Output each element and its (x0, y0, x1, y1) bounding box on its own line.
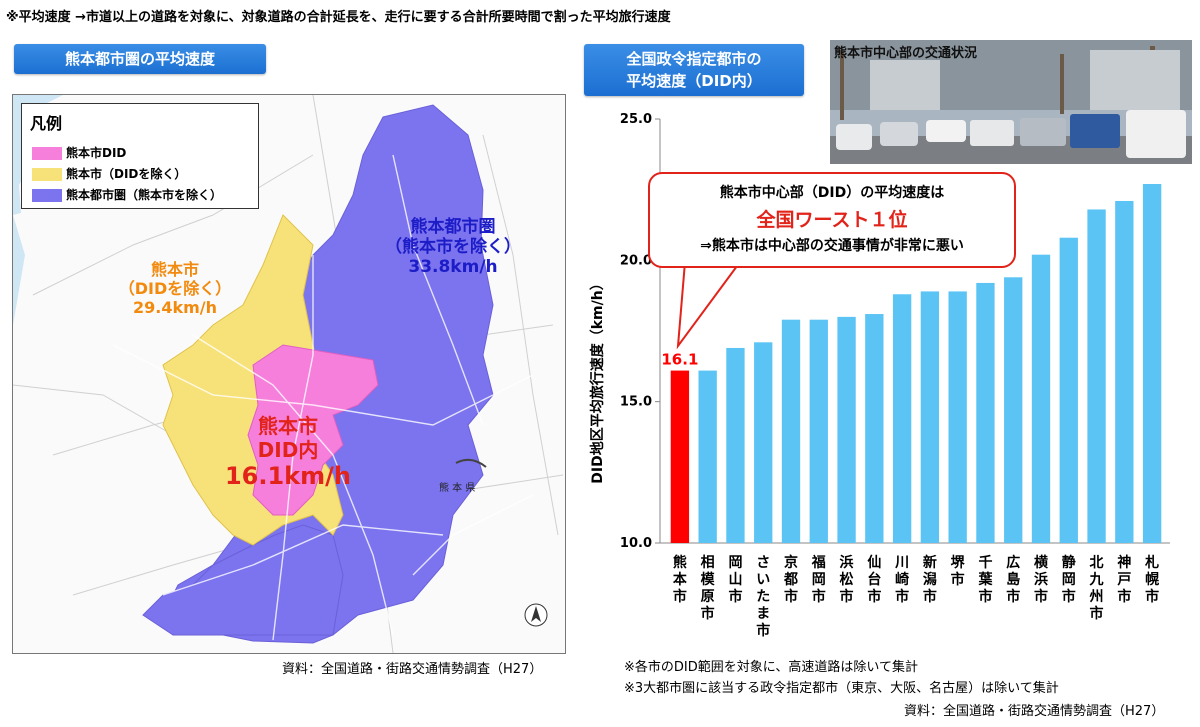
x-tick-label-11: 千葉市 (977, 554, 993, 605)
callout-line2: 全国ワースト１位 (756, 209, 908, 231)
bar-12 (1004, 277, 1023, 543)
bar-11 (976, 282, 995, 543)
x-tick-label-13: 横浜市 (1034, 554, 1049, 605)
x-tick-label-0: 熊本市 (673, 554, 688, 605)
x-tick-label-8: 川崎市 (894, 555, 909, 605)
bar-2 (726, 347, 745, 543)
did-label-line2: DID内 (257, 437, 319, 462)
bar-0 (670, 370, 690, 543)
metro-label-line1: 熊本都市圏 (410, 217, 496, 237)
x-tick-label-14: 静岡市 (1062, 554, 1076, 605)
right-source: 資料：全国道路・街路交通情勢調査（H27） (904, 704, 1165, 719)
bar-6 (837, 316, 856, 543)
chart-x-labels: 熊本市相模原市岡山市さいたま市京都市福岡市浜松市仙台市川崎市新潟市堺市千葉市広島… (673, 554, 1159, 639)
y-tick-label: 25.0 (620, 112, 652, 127)
bar-data-label: 16.1 (661, 351, 698, 369)
top-note: ※平均速度 →市道以上の道路を対象に、対象道路の合計延長を、走行に要する合計所要… (6, 10, 671, 25)
y-tick-label: 10.0 (620, 536, 652, 551)
metro-value: 33.8km/h (408, 257, 498, 278)
x-tick-label-2: 岡山市 (728, 555, 742, 605)
legend-label: 熊本市DID (66, 146, 127, 160)
photo-caption: 熊本市中心部の交通状況 (834, 46, 978, 61)
x-tick-label-3: さいたま市 (756, 555, 770, 639)
bar-16 (1115, 200, 1134, 543)
map-graphic (13, 95, 564, 653)
bar-4 (781, 319, 801, 543)
legend-title: 凡例 (30, 114, 63, 133)
city-value: 29.4km/h (132, 297, 218, 317)
chart-axes: 10.0 15.0 20.0 25.0 (620, 112, 1170, 551)
metro-label: 熊本都市圏 （熊本市を除く） 33.8km/h (368, 217, 538, 277)
chart-bars: 16.1 (661, 184, 1162, 543)
right-header-line1: 全国政令指定都市の (626, 50, 762, 68)
x-tick-label-7: 仙台市 (867, 554, 881, 605)
x-tick-label-16: 神戸市 (1117, 554, 1131, 605)
bar-9 (920, 291, 940, 543)
callout-line1: 熊本市中心部（DID）の平均速度は (719, 185, 945, 201)
x-tick-label-12: 広島市 (1006, 554, 1020, 605)
bar-7 (865, 314, 884, 543)
legend-item-metro: 熊本都市圏（熊本市を除く） (32, 186, 222, 203)
bar-13 (1031, 254, 1051, 543)
footnote-2: ※3大都市圏に該当する政令指定都市（東京、大阪、名古屋）は除いて集計 (624, 681, 1059, 696)
traffic-photo-image (830, 40, 1192, 164)
left-source: 資料：全国道路・街路交通情勢調査（H27） (282, 662, 543, 677)
callout-box: 熊本市中心部（DID）の平均速度は 全国ワースト１位 ⇒熊本市は中心部の交通事情… (648, 172, 1016, 268)
y-tick-label: 20.0 (620, 253, 652, 268)
bar-5 (809, 319, 828, 543)
bar-14 (1059, 237, 1078, 543)
y-tick-label: 15.0 (620, 395, 652, 410)
kumamoto-map: 凡例 熊本市DID 熊本市（DIDを除く） 熊本都市圏（熊本市を除く） 熊本都市… (12, 94, 566, 654)
legend-item-city: 熊本市（DIDを除く） (32, 165, 186, 182)
left-header: 熊本都市圏の平均速度 (14, 44, 266, 74)
bar-10 (948, 291, 967, 543)
bar-8 (892, 294, 912, 543)
prefecture-label: 熊 本 県 (439, 483, 476, 494)
city-label-line1: 熊本市 (150, 260, 199, 279)
speed-bar-chart: DID地区平均旅行速度（km/h） 10.015.020.025.0 16.1 … (589, 112, 1170, 639)
bar-17 (1142, 184, 1162, 543)
legend-label: 熊本都市圏（熊本市を除く） (66, 188, 223, 202)
legend-swatch (32, 147, 62, 160)
x-tick-label-17: 札幌市 (1144, 554, 1159, 605)
map-legend: 凡例 熊本市DID 熊本市（DIDを除く） 熊本都市圏（熊本市を除く） (21, 103, 259, 209)
x-tick-label-9: 新潟市 (923, 554, 937, 605)
x-tick-label-5: 福岡市 (811, 554, 826, 605)
did-label: 熊本市 DID内 16.1km/h (218, 414, 358, 491)
legend-label: 熊本市（DIDを除く） (66, 167, 187, 181)
city-label-line2: （DIDを除く） (118, 278, 232, 298)
x-tick-label-10: 堺市 (951, 554, 966, 588)
bar-1 (698, 370, 717, 543)
traffic-photo: 熊本市中心部の交通状況 (830, 40, 1192, 164)
x-tick-label-15: 北九州市 (1089, 555, 1104, 622)
bar-3 (754, 342, 773, 543)
x-tick-label-6: 浜松市 (840, 554, 854, 605)
callout-line3: ⇒熊本市は中心部の交通事情が非常に悪い (700, 238, 964, 254)
legend-item-did: 熊本市DID (32, 144, 126, 161)
y-axis-label: DID地区平均旅行速度（km/h） (589, 276, 606, 483)
right-header: 全国政令指定都市の 平均速度（DID内） (584, 44, 804, 96)
city-label: 熊本市 （DIDを除く） 29.4km/h (105, 260, 245, 318)
x-tick-label-1: 相模原市 (701, 554, 716, 622)
did-label-line1: 熊本市 (258, 414, 318, 438)
callout-pointer (676, 261, 741, 350)
north-arrow-icon (524, 603, 548, 627)
legend-swatch (32, 189, 62, 202)
metro-label-line2: （熊本市を除く） (385, 237, 521, 258)
x-tick-label-4: 京都市 (783, 554, 798, 605)
legend-swatch (32, 168, 62, 181)
did-value: 16.1km/h (224, 462, 352, 491)
right-header-line2: 平均速度（DID内） (626, 72, 762, 90)
bar-15 (1087, 209, 1106, 543)
footnote-1: ※各市のDID範囲を対象に、高速道路は除いて集計 (624, 660, 918, 675)
